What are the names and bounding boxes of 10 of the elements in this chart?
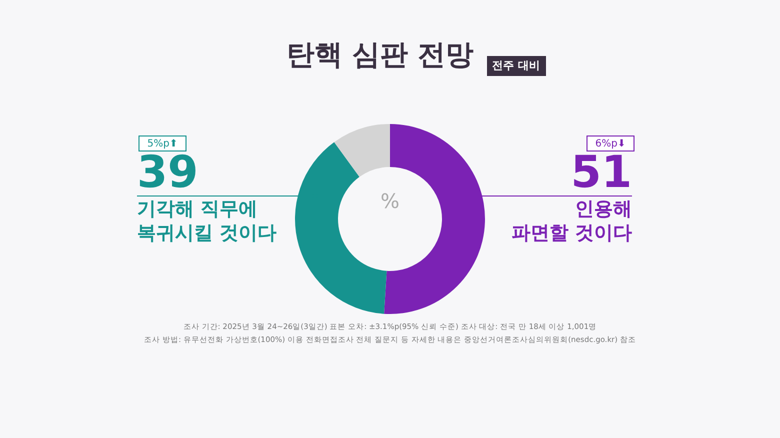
chart-title: 탄핵 심판 전망 bbox=[286, 38, 474, 71]
chart-subtitle: 전주 대비 bbox=[492, 59, 540, 72]
text: 5%p⬆ bbox=[147, 138, 178, 150]
slice-label: 인용해 파면할 것이다 bbox=[511, 198, 632, 244]
text: 6%p⬇ bbox=[595, 138, 626, 150]
data-label: 51 bbox=[570, 147, 632, 198]
slice-label: 기각해 직무에 복귀시킬 것이다 bbox=[137, 198, 277, 244]
donut-slice bbox=[334, 124, 390, 177]
data-label: 39 bbox=[137, 147, 198, 198]
text: % bbox=[380, 189, 400, 213]
